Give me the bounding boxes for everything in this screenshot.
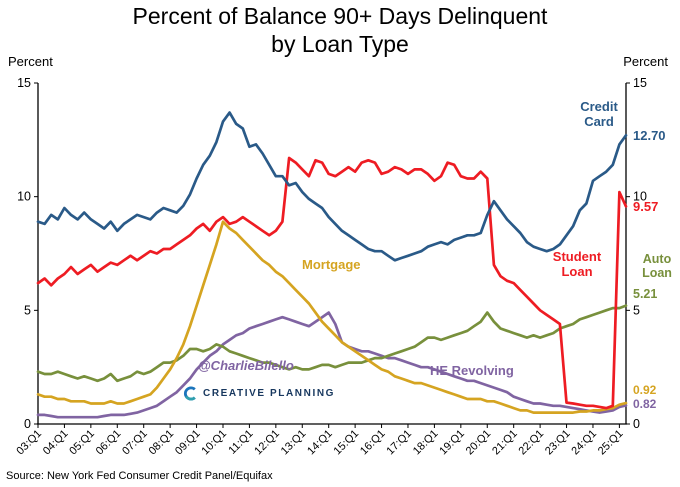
y-tick-label-left: 15 xyxy=(17,76,31,90)
series-line-credit-card xyxy=(36,111,628,262)
twitter-handle-watermark: @CharlieBilello xyxy=(198,358,294,373)
y-tick-label-left: 10 xyxy=(17,190,31,204)
y-tick-label-left: 5 xyxy=(24,303,31,317)
series-label-he-revolving: HE Revolving xyxy=(430,363,514,378)
x-tick-label: 23:Q1 xyxy=(543,428,573,458)
x-tick-label: 16:Q1 xyxy=(358,428,388,458)
creative-planning-wordmark: CREATIVE PLANNING xyxy=(203,388,336,399)
x-tick-label: 20:Q1 xyxy=(464,428,494,458)
series-line-he-revolving xyxy=(36,311,628,419)
x-tick-label: 25:Q1 xyxy=(596,428,626,458)
x-tick-label: 22:Q1 xyxy=(517,428,547,458)
x-tick-label: 08:Q1 xyxy=(147,428,177,458)
series-line-student-loan xyxy=(36,156,628,410)
series-label-credit-card: Credit Card xyxy=(580,99,618,129)
x-tick-label: 10:Q1 xyxy=(199,428,229,458)
x-tick-label: 06:Q1 xyxy=(94,428,124,458)
x-tick-label: 14:Q1 xyxy=(305,428,335,458)
x-tick-label: 13:Q1 xyxy=(279,428,309,458)
x-tick-label: 17:Q1 xyxy=(384,428,414,458)
y-axis-title-right: Percent xyxy=(623,54,668,69)
series-line-mortgage xyxy=(36,220,628,414)
x-tick-label: 03:Q1 xyxy=(14,428,44,458)
series-label-auto-loan: Auto Loan xyxy=(642,252,672,280)
end-value-student-loan: 9.57 xyxy=(633,199,659,214)
end-value-mortgage: 0.92 xyxy=(633,383,657,397)
series-label-mortgage: Mortgage xyxy=(302,257,361,272)
y-tick-label-right: 15 xyxy=(633,76,647,90)
creative-planning-c-icon xyxy=(183,386,196,401)
x-tick-label: 19:Q1 xyxy=(437,428,467,458)
source-note: Source: New York Fed Consumer Credit Pan… xyxy=(6,470,273,482)
creative-planning-logo: CREATIVE PLANNING xyxy=(183,386,335,401)
end-value-he-revolving: 0.82 xyxy=(633,397,657,411)
end-value-credit-card: 12.70 xyxy=(633,128,666,143)
x-tick-label: 09:Q1 xyxy=(173,428,203,458)
x-tick-label: 07:Q1 xyxy=(120,428,150,458)
x-tick-label: 11:Q1 xyxy=(226,428,255,457)
x-tick-label: 18:Q1 xyxy=(411,428,441,458)
series-line-auto-loan xyxy=(36,304,628,383)
series-label-student-loan: Student Loan xyxy=(552,249,602,279)
y-axis-title-left: Percent xyxy=(8,54,53,69)
x-tick-label: 21:Q1 xyxy=(490,428,520,458)
y-tick-label-left: 0 xyxy=(24,417,31,431)
x-tick-label: 04:Q1 xyxy=(41,428,71,458)
chart-title-line2: by Loan Type xyxy=(271,31,409,58)
x-tick-label: 24:Q1 xyxy=(569,428,599,458)
x-tick-label: 05:Q1 xyxy=(67,428,97,458)
chart-title: Percent of Balance 90+ Days Delinquent b… xyxy=(0,2,680,58)
end-value-auto-loan: 5.21 xyxy=(633,287,658,301)
x-tick-label: 12:Q1 xyxy=(252,428,282,458)
chart-title-line1: Percent of Balance 90+ Days Delinquent xyxy=(132,3,548,29)
y-tick-label-right: 10 xyxy=(633,190,647,204)
x-tick-label: 15:Q1 xyxy=(332,428,362,458)
y-tick-label-right: 5 xyxy=(633,303,640,317)
y-tick-label-right: 0 xyxy=(633,417,640,431)
